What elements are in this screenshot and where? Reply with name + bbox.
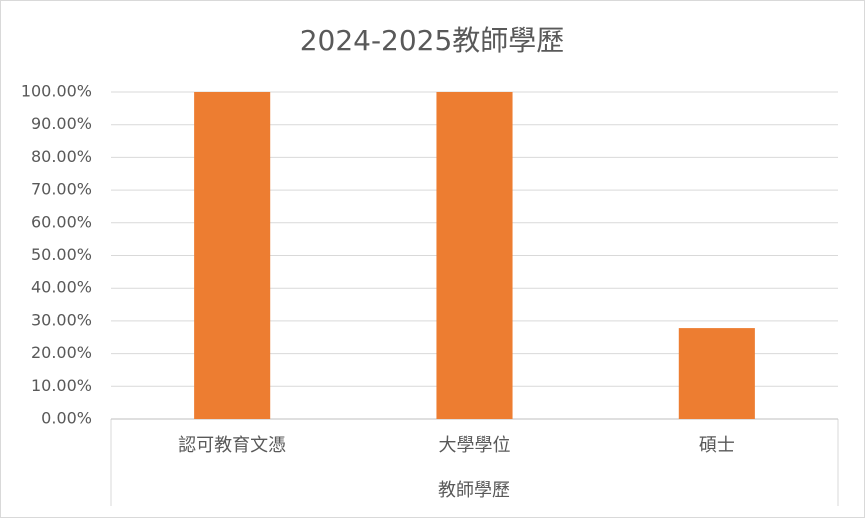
y-tick-label: 80.00% xyxy=(31,147,92,166)
y-tick-label: 70.00% xyxy=(31,180,92,199)
y-tick-label: 60.00% xyxy=(31,212,92,231)
x-tick-label: 碩士 xyxy=(699,435,735,456)
y-tick-label: 40.00% xyxy=(31,278,92,297)
y-tick-label: 50.00% xyxy=(31,245,92,264)
y-tick-label: 10.00% xyxy=(31,376,92,395)
bar xyxy=(678,328,755,419)
x-tick-label: 認可教育文憑 xyxy=(178,435,286,456)
y-tick-label: 0.00% xyxy=(41,409,92,428)
x-axis-title: 教師學歷 xyxy=(438,480,510,501)
y-tick-label: 30.00% xyxy=(31,310,92,329)
x-tick-label: 大學學位 xyxy=(439,435,511,456)
chart-title: 2024-2025教師學歷 xyxy=(300,24,565,57)
y-tick-label: 90.00% xyxy=(31,114,92,133)
bar xyxy=(194,92,271,419)
bar xyxy=(436,92,513,419)
y-tick-label: 20.00% xyxy=(31,343,92,362)
y-tick-label: 100.00% xyxy=(21,82,92,101)
